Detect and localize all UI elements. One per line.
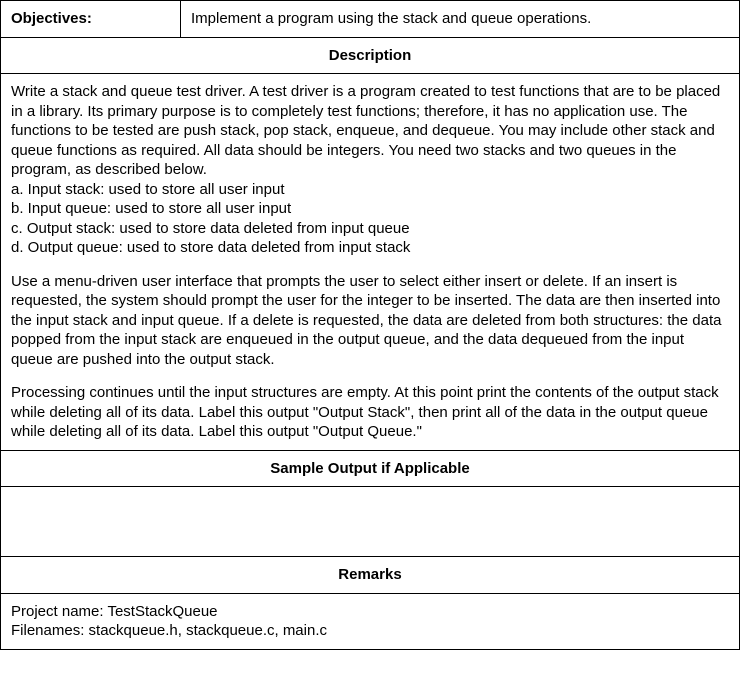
sample-header-row: Sample Output if Applicable xyxy=(1,450,740,487)
description-header-row: Description xyxy=(1,37,740,74)
description-item-d: d. Output queue: used to store data dele… xyxy=(11,238,729,258)
remarks-filenames: Filenames: stackqueue.h, stackqueue.c, m… xyxy=(11,621,729,641)
remarks-header-row: Remarks xyxy=(1,557,740,594)
objectives-value: Implement a program using the stack and … xyxy=(181,1,740,38)
description-intro: Write a stack and queue test driver. A t… xyxy=(11,82,729,180)
description-item-a: a. Input stack: used to store all user i… xyxy=(11,180,729,200)
description-para3: Processing continues until the input str… xyxy=(11,383,729,442)
description-para2: Use a menu-driven user interface that pr… xyxy=(11,272,729,370)
description-item-b: b. Input queue: used to store all user i… xyxy=(11,199,729,219)
objectives-label: Objectives: xyxy=(1,1,181,38)
description-item-c: c. Output stack: used to store data dele… xyxy=(11,219,729,239)
remarks-cell: Project name: TestStackQueue Filenames: … xyxy=(1,593,740,649)
remarks-project: Project name: TestStackQueue xyxy=(11,602,729,622)
document-table: Objectives: Implement a program using th… xyxy=(0,0,740,650)
sample-empty-row xyxy=(1,487,740,557)
description-cell: Write a stack and queue test driver. A t… xyxy=(1,74,740,451)
sample-header: Sample Output if Applicable xyxy=(1,450,740,487)
description-row: Write a stack and queue test driver. A t… xyxy=(1,74,740,451)
objectives-row: Objectives: Implement a program using th… xyxy=(1,1,740,38)
description-header: Description xyxy=(1,37,740,74)
remarks-row: Project name: TestStackQueue Filenames: … xyxy=(1,593,740,649)
remarks-header: Remarks xyxy=(1,557,740,594)
sample-empty-cell xyxy=(1,487,740,557)
